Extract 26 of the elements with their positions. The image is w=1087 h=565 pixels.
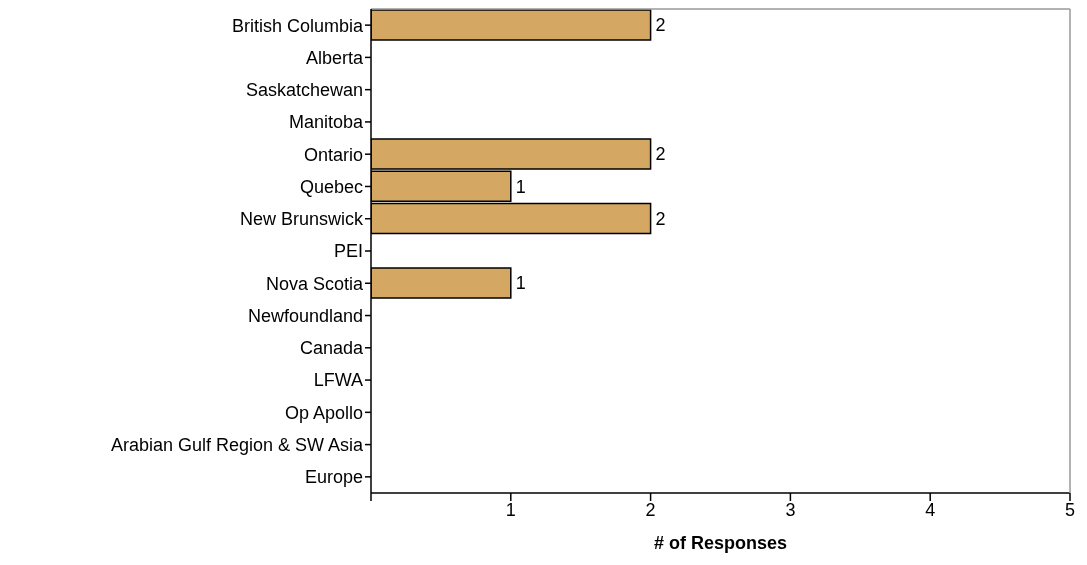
data-label: 2	[655, 15, 666, 36]
y-tick-label: LFWA	[313, 370, 363, 391]
data-label: 1	[515, 273, 526, 294]
y-tick-label: Newfoundland	[247, 305, 363, 326]
y-tick-label: Arabian Gulf Region & SW Asia	[110, 434, 364, 455]
y-tick-label: New Brunswick	[239, 209, 364, 230]
x-tick-label: 4	[925, 499, 936, 520]
x-tick-label: 1	[505, 499, 516, 520]
data-label: 1	[515, 176, 526, 197]
y-tick-label: Europe	[304, 467, 363, 488]
data-label: 2	[655, 144, 666, 165]
y-tick-label: Nova Scotia	[265, 273, 364, 294]
data-label: 2	[655, 208, 666, 229]
y-tick-label: Ontario	[303, 144, 363, 165]
y-tick-label: Op Apollo	[284, 402, 363, 423]
x-axis-title: # of Responses	[653, 533, 788, 553]
y-tick-label: Manitoba	[288, 112, 364, 133]
y-tick-label: British Columbia	[231, 15, 364, 36]
y-tick-label: Saskatchewan	[245, 80, 363, 101]
y-tick-label: Canada	[299, 338, 364, 359]
y-tick-label: Alberta	[305, 47, 364, 68]
x-tick-label: 2	[645, 499, 656, 520]
x-tick-label: 5	[1064, 499, 1076, 520]
y-tick-label: Quebec	[299, 176, 363, 197]
y-tick-label: PEI	[333, 241, 363, 262]
x-tick-label: 3	[785, 499, 796, 520]
